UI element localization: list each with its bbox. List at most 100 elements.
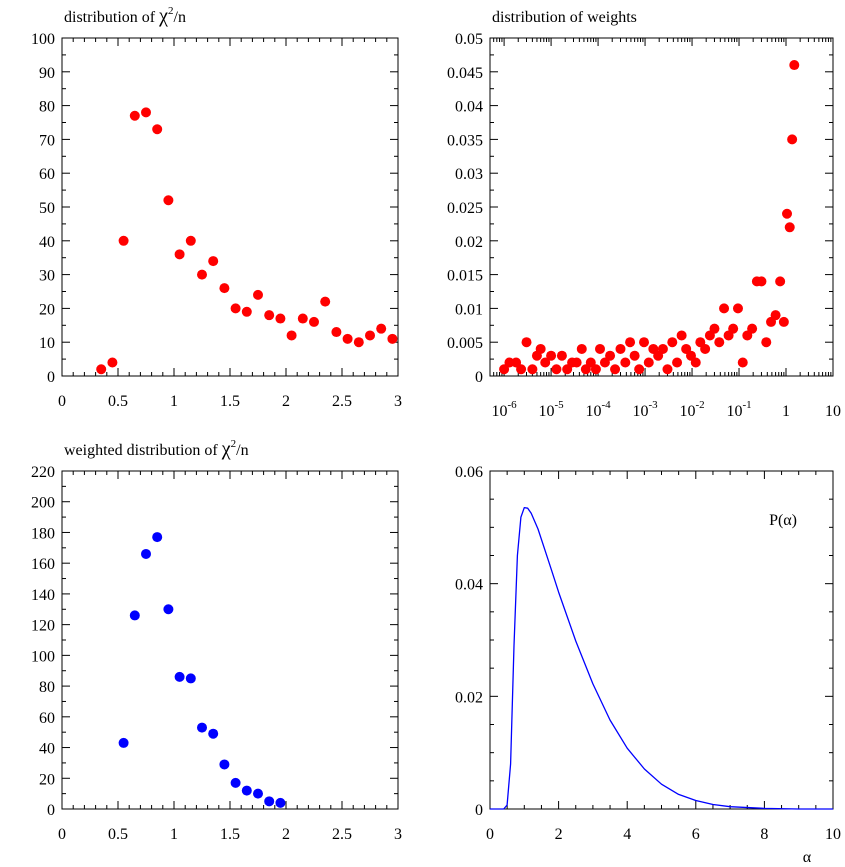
data-point (527, 364, 538, 375)
x-tick-exponent: -6 (508, 399, 518, 411)
data-point (320, 296, 331, 307)
data-point (264, 796, 275, 807)
data-point (129, 610, 140, 621)
y-tick-label: 0.025 (447, 200, 483, 217)
data-point (174, 671, 185, 682)
data-point (662, 364, 673, 375)
data-point (709, 323, 720, 334)
data-point (775, 276, 786, 287)
x-tick-exponent: -3 (648, 399, 658, 411)
data-point (770, 310, 781, 321)
x-tick-label: 1 (782, 403, 790, 420)
x-tick-base: 10 (492, 403, 508, 420)
data-point (342, 333, 353, 344)
data-point (639, 337, 650, 348)
x-tick-label: 10-3 (632, 399, 658, 420)
x-tick-base: 1 (782, 403, 790, 420)
y-tick-label: 180 (31, 525, 55, 542)
data-point (241, 306, 252, 317)
y-tick-label: 0.035 (447, 132, 483, 149)
chart-title: weighted distribution of χ2/n (64, 438, 249, 460)
x-tick-label: 1.5 (220, 826, 240, 843)
x-tick-exponent: -5 (554, 399, 564, 411)
x-tick-label: 0.5 (108, 826, 128, 843)
data-point (253, 289, 263, 300)
chart-weighted-chi2-distribution: 0 20 40 60 80 100 120 140 160 180 200 220 0 0.5 1 1.5 2 2… (31, 438, 402, 843)
data-point (219, 283, 230, 294)
data-point (595, 343, 606, 354)
data-point (286, 330, 297, 341)
x-tick-base: 10 (825, 403, 841, 420)
x-tick-label: 2 (282, 393, 290, 410)
y-tick-label: 0.05 (455, 31, 483, 48)
data-point (118, 737, 129, 748)
data-point (737, 357, 748, 368)
x-tick-label: 3 (394, 393, 402, 410)
series-label: P(α) (769, 512, 797, 529)
title-chi-symbol: χ (158, 5, 168, 27)
data-point (535, 343, 546, 354)
y-tick-label: 0.045 (447, 65, 483, 82)
data-point (516, 364, 527, 375)
y-tick-label: 140 (31, 587, 55, 604)
y-tick-label: 60 (39, 710, 55, 727)
x-axis-label: α (803, 849, 812, 866)
data-point (747, 323, 758, 334)
data-point (719, 303, 730, 314)
data-point (620, 357, 631, 368)
x-tick-label: 3 (394, 826, 402, 843)
data-point (571, 357, 582, 368)
title-text: distribution of (64, 9, 159, 26)
y-tick-label: 10 (39, 335, 55, 352)
plot-frame (61, 37, 399, 377)
x-tick-label: 6 (692, 826, 700, 843)
y-tick-label: 0.005 (447, 335, 483, 352)
x-tick-label: 1 (170, 826, 178, 843)
data-point (141, 548, 151, 559)
y-tick-label: 80 (39, 99, 55, 116)
x-tick-label: 1 (170, 393, 178, 410)
x-tick-label: 2.5 (332, 826, 352, 843)
data-point (353, 337, 364, 348)
title-exponent: 2 (231, 438, 237, 450)
y-tick-label: 0 (475, 369, 483, 386)
x-tick-label: 10 (825, 826, 841, 843)
data-point (152, 532, 163, 543)
data-point (230, 303, 241, 314)
series-line (490, 506, 833, 810)
chart-p-alpha: 0 0.02 0.04 0.06 0 2 4 6 8 10 α P(α) (455, 464, 841, 866)
y-tick-label: 0.015 (447, 268, 483, 285)
data-point (208, 256, 219, 267)
y-tick-label: 0.01 (455, 301, 483, 318)
y-tick-label: 0.03 (455, 166, 483, 183)
data-point (782, 208, 793, 219)
data-point (676, 330, 687, 341)
data-point (197, 722, 207, 733)
data-point (634, 364, 645, 375)
y-tick-label: 0 (47, 369, 55, 386)
x-tick-base: 10 (679, 403, 695, 420)
y-tick-label: 100 (31, 31, 55, 48)
data-point (590, 364, 601, 375)
title-chi-symbol: χ (221, 438, 231, 460)
y-tick-label: 20 (39, 771, 55, 788)
y-tick-label: 0.04 (455, 99, 483, 116)
data-point (264, 310, 275, 321)
data-point (700, 343, 711, 354)
chart-title: distribution of weights (492, 9, 637, 26)
title-exponent: 2 (168, 5, 174, 17)
title-text: distribution of weights (492, 9, 637, 26)
x-tick-label: 2 (282, 826, 290, 843)
data-point (208, 728, 219, 739)
x-tick-label: 8 (760, 826, 768, 843)
y-tick-label: 0.06 (455, 464, 483, 481)
x-tick-label: 10 (825, 403, 841, 420)
y-tick-label: 40 (39, 741, 55, 758)
data-point (297, 313, 308, 324)
x-tick-label: 10-5 (538, 399, 564, 420)
x-tick-label: 2 (555, 826, 563, 843)
data-point (690, 357, 701, 368)
y-tick-label: 80 (39, 679, 55, 696)
data-point (599, 357, 610, 368)
data-point (585, 357, 596, 368)
